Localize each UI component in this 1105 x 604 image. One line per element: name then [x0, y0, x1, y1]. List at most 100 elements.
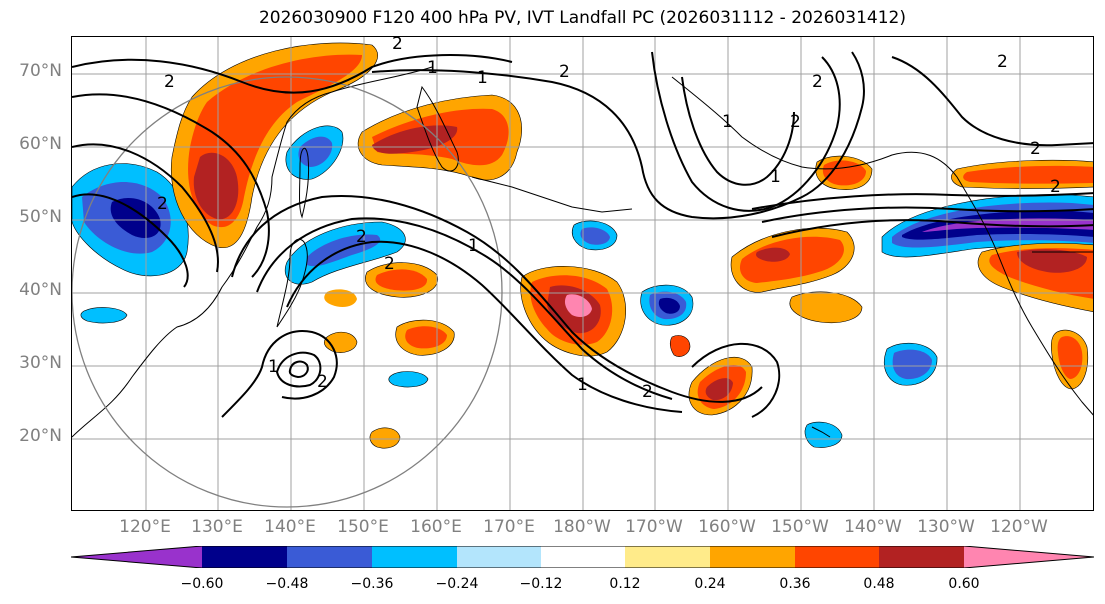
ivt-contour — [286, 240, 683, 413]
map-title: 2026030900 F120 400 hPa PV, IVT Landfall… — [258, 8, 906, 28]
contour-label: 1 — [268, 357, 279, 377]
contour-label-layer: 2 1 2 2 1 2 2 1 2 2 1 2 1 2 1 2 2 1 2 2 — [157, 37, 1061, 402]
contour-label: 2 — [356, 227, 367, 247]
colorbar-extend-high — [964, 546, 1094, 568]
lon-label-170w: 170°W — [625, 517, 683, 537]
colorbar-tick: −0.24 — [435, 576, 479, 592]
colorbar-tick: −0.48 — [265, 576, 309, 592]
positive-anomaly-region — [369, 427, 401, 449]
lon-label-160e: 160°E — [410, 517, 462, 537]
contour-label: 2 — [790, 112, 801, 132]
positive-anomaly-region — [324, 289, 357, 307]
contour-label: 1 — [770, 167, 781, 187]
positive-anomaly-region — [193, 152, 239, 220]
colorbar-segment — [879, 546, 964, 568]
colorbar-segment — [202, 546, 287, 568]
sakhalin-coastline — [299, 147, 310, 219]
positive-anomaly-region — [1057, 336, 1083, 379]
range-circle — [72, 76, 503, 508]
lon-label-160w: 160°W — [698, 517, 756, 537]
ivt-contour — [221, 330, 338, 418]
japan-coastline — [276, 238, 308, 328]
contour-label: 2 — [997, 52, 1008, 72]
lon-label-150e: 150°E — [337, 517, 389, 537]
ivt-contour — [681, 76, 795, 186]
ivt-contour — [72, 93, 270, 278]
negative-anomaly-region — [804, 421, 843, 448]
colorbar-tick: 0.36 — [779, 576, 811, 592]
ivt-contour — [72, 143, 219, 273]
ivt-contour — [691, 342, 781, 418]
lon-label-120w: 120°W — [990, 517, 1048, 537]
lon-label-150w: 150°W — [771, 517, 829, 537]
colorbar-tick: 0.48 — [863, 576, 895, 592]
lat-label-30n: 30°N — [19, 353, 62, 373]
ivt-contour — [256, 217, 673, 400]
colorbar-segment — [541, 546, 625, 568]
positive-anomaly-region — [564, 294, 592, 317]
positive-anomaly-region — [963, 165, 1093, 184]
colorbar-tick: −0.12 — [519, 576, 563, 592]
contour-label: 2 — [392, 37, 403, 54]
asia-coastline — [72, 66, 433, 438]
contour-label: 2 — [384, 254, 395, 274]
ivt-contour — [275, 351, 322, 388]
colorbar-tick: 0.60 — [948, 576, 980, 592]
positive-anomaly-region — [669, 335, 691, 357]
lon-label-180w: 180°W — [553, 517, 611, 537]
ivt-contour — [651, 51, 841, 212]
positive-anomaly-region — [1017, 249, 1087, 273]
colorbar-segment — [795, 546, 879, 568]
colorbar-tick: 0.12 — [609, 576, 641, 592]
contour-label: 2 — [559, 62, 570, 82]
lon-label-130e: 130°E — [191, 517, 243, 537]
colorbar-segment — [287, 546, 372, 568]
contour-label: 1 — [477, 68, 488, 88]
ivt-contour — [72, 54, 513, 94]
lon-label-130w: 130°W — [917, 517, 975, 537]
alaska-coastline — [671, 76, 1093, 416]
contour-label: 1 — [468, 236, 479, 256]
coastlines — [72, 66, 1093, 438]
contour-label: 1 — [722, 112, 733, 132]
contour-label: 2 — [1050, 177, 1061, 197]
contour-label: 2 — [157, 194, 168, 214]
negative-anomaly-region — [580, 227, 610, 245]
positive-anomaly-region — [822, 160, 866, 186]
negative-anomaly-region — [892, 349, 932, 380]
contour-label: 2 — [164, 72, 175, 92]
aleutian-islands — [471, 176, 633, 213]
lon-label-140w: 140°W — [844, 517, 902, 537]
contour-label: 2 — [642, 382, 653, 402]
ivt-contour — [231, 195, 763, 403]
contour-label: 1 — [427, 58, 438, 78]
negative-anomaly-region — [298, 136, 333, 167]
colorbar-tick: −0.60 — [180, 576, 224, 592]
colorbar-segment — [710, 546, 795, 568]
negative-anomaly-region — [80, 307, 128, 324]
negative-anomaly-region — [110, 198, 161, 239]
lat-label-60n: 60°N — [19, 134, 62, 154]
contour-label: 2 — [317, 372, 328, 392]
lon-label-170e: 170°E — [483, 517, 535, 537]
lat-label-70n: 70°N — [19, 61, 62, 81]
ivt-contour — [371, 51, 865, 220]
colorbar-extend-low — [71, 546, 202, 568]
ivt-contour — [891, 56, 1093, 147]
positive-anomaly-region — [756, 247, 790, 262]
ivt-contour — [751, 192, 1093, 210]
positive-anomaly-region — [739, 236, 844, 283]
colorbar-segment — [372, 546, 457, 568]
lon-label-140e: 140°E — [264, 517, 316, 537]
lon-label-120e: 120°E — [119, 517, 171, 537]
contour-label: 2 — [1030, 139, 1041, 159]
map-panel: 2 1 2 2 1 2 2 1 2 2 1 2 1 2 1 2 2 1 2 2 — [71, 36, 1094, 511]
kamchatka-coastline — [416, 85, 459, 172]
lat-label-40n: 40°N — [19, 280, 62, 300]
colorbar-segment — [457, 546, 541, 568]
ivt-contour — [288, 360, 309, 379]
colorbar — [71, 546, 1094, 568]
colorbar-tick: −0.36 — [350, 576, 394, 592]
ivt-contours — [72, 51, 1093, 418]
negative-anomaly-region — [658, 297, 680, 314]
